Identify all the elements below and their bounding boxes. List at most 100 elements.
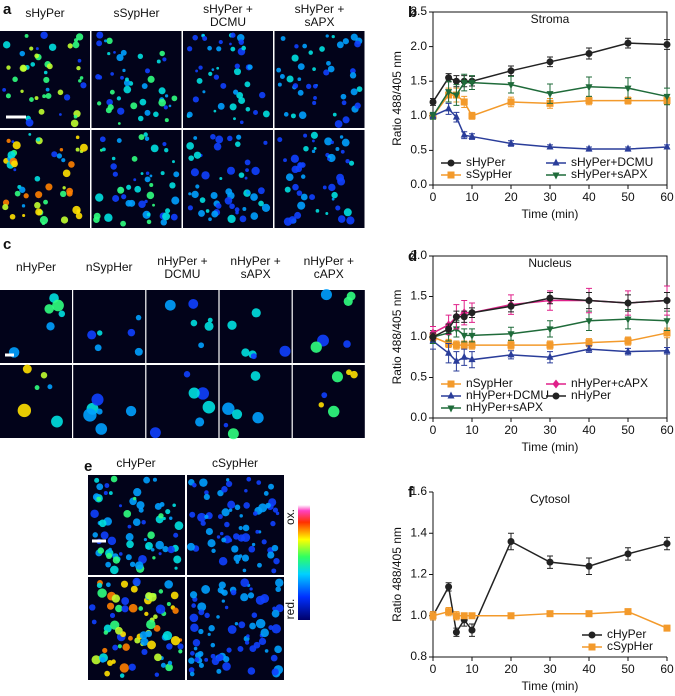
cell-spot bbox=[126, 184, 132, 190]
x-tick-label: 50 bbox=[621, 190, 635, 204]
cell-spot bbox=[75, 212, 83, 220]
cell-spot bbox=[187, 205, 193, 211]
cell-spot bbox=[208, 217, 212, 222]
cell-spot bbox=[95, 423, 108, 435]
x-tick-label: 20 bbox=[504, 190, 518, 204]
cell-spot bbox=[105, 552, 113, 560]
x-tick-label: 40 bbox=[582, 423, 596, 437]
cell-spot bbox=[306, 83, 312, 89]
cell-spot bbox=[342, 116, 350, 124]
cell-spot bbox=[44, 304, 54, 314]
cell-spot bbox=[147, 531, 155, 539]
cell-spot bbox=[166, 601, 171, 607]
legend-label: nHyPer+cAPX bbox=[571, 376, 648, 390]
cell-spot bbox=[111, 594, 121, 603]
cell-spot bbox=[119, 673, 125, 678]
cell-spot bbox=[252, 412, 264, 424]
cell-spot bbox=[112, 556, 121, 564]
cell-spot bbox=[107, 660, 113, 666]
image-label: cSypHer bbox=[212, 456, 258, 470]
cell-spot bbox=[240, 578, 250, 587]
cell-spot bbox=[162, 141, 167, 147]
cell-spot bbox=[150, 548, 155, 552]
cell-spot bbox=[154, 653, 162, 662]
cell-spot bbox=[141, 520, 146, 525]
cell-spot bbox=[326, 60, 331, 66]
series-line bbox=[432, 94, 667, 117]
cell-spot bbox=[143, 132, 148, 137]
cell-spot bbox=[244, 176, 248, 180]
marker bbox=[460, 612, 468, 620]
cell-spot bbox=[325, 212, 329, 215]
cell-spot bbox=[297, 89, 304, 96]
cell-spot bbox=[48, 43, 57, 51]
cell-spot bbox=[271, 568, 277, 574]
cell-spot bbox=[354, 40, 361, 48]
cell-spot bbox=[29, 97, 34, 102]
y-axis-label: Ratio 488/405 nm bbox=[390, 290, 404, 385]
cell-spot bbox=[121, 194, 127, 200]
cell-spot bbox=[199, 478, 208, 487]
cell-spot bbox=[192, 639, 201, 647]
cell-spot bbox=[138, 507, 144, 513]
cell-spot bbox=[208, 625, 215, 632]
marker bbox=[460, 130, 468, 138]
cell-spot bbox=[259, 91, 266, 99]
cell-spot bbox=[331, 197, 335, 201]
cell-spot bbox=[256, 480, 262, 485]
colorbar bbox=[298, 505, 310, 620]
cell-spot bbox=[135, 314, 142, 321]
cell-spot bbox=[107, 536, 117, 546]
cell-spot bbox=[34, 202, 41, 209]
cell-spot bbox=[275, 511, 280, 516]
cell-spot bbox=[143, 537, 148, 542]
cell-spot bbox=[236, 91, 244, 99]
cell-spot bbox=[239, 215, 247, 223]
cell-spot bbox=[283, 158, 287, 163]
cell-spot bbox=[73, 114, 78, 119]
cell-spot bbox=[260, 594, 270, 603]
series-line bbox=[432, 297, 668, 338]
cell-spot bbox=[242, 207, 247, 211]
cell-spot bbox=[104, 670, 110, 677]
cell-spot bbox=[247, 667, 256, 675]
image-label: cAPX bbox=[314, 267, 344, 281]
cell-spot bbox=[218, 581, 226, 589]
cell-spot bbox=[162, 546, 169, 553]
cell-spot bbox=[67, 43, 73, 49]
cell-spot bbox=[95, 193, 104, 202]
cell-spot bbox=[350, 370, 358, 379]
marker bbox=[452, 356, 460, 364]
cell-spot bbox=[203, 493, 210, 501]
cell-spot bbox=[232, 409, 243, 420]
cell-spot bbox=[164, 148, 169, 153]
cell-spot bbox=[189, 613, 199, 623]
cell-spot bbox=[169, 516, 173, 520]
legend-marker bbox=[447, 405, 455, 413]
cell-spot bbox=[125, 77, 129, 82]
marker bbox=[429, 333, 437, 341]
cell-spot bbox=[11, 140, 15, 144]
cell-spot bbox=[38, 108, 45, 115]
cell-spot bbox=[96, 483, 104, 491]
cell-spot bbox=[227, 320, 237, 330]
cell-spot bbox=[19, 50, 26, 57]
cell-spot bbox=[91, 619, 97, 625]
micrograph bbox=[219, 365, 292, 440]
cell-spot bbox=[165, 663, 173, 672]
cell-spot bbox=[213, 142, 222, 151]
cell-spot bbox=[174, 566, 178, 570]
cell-spot bbox=[14, 190, 21, 197]
cell-spot bbox=[35, 208, 43, 216]
cell-spot bbox=[204, 321, 214, 331]
cell-spot bbox=[120, 75, 124, 80]
cell-spot bbox=[222, 402, 235, 415]
x-tick-label: 50 bbox=[621, 423, 635, 437]
cell-spot bbox=[152, 556, 156, 560]
legend-label: nHyPer+sAPX bbox=[466, 400, 543, 414]
cell-spot bbox=[162, 212, 171, 221]
cell-spot bbox=[233, 117, 236, 121]
cell-spot bbox=[116, 138, 122, 144]
image-label: sAPX bbox=[241, 267, 271, 281]
legend-label: sHyPer+sAPX bbox=[571, 167, 647, 181]
